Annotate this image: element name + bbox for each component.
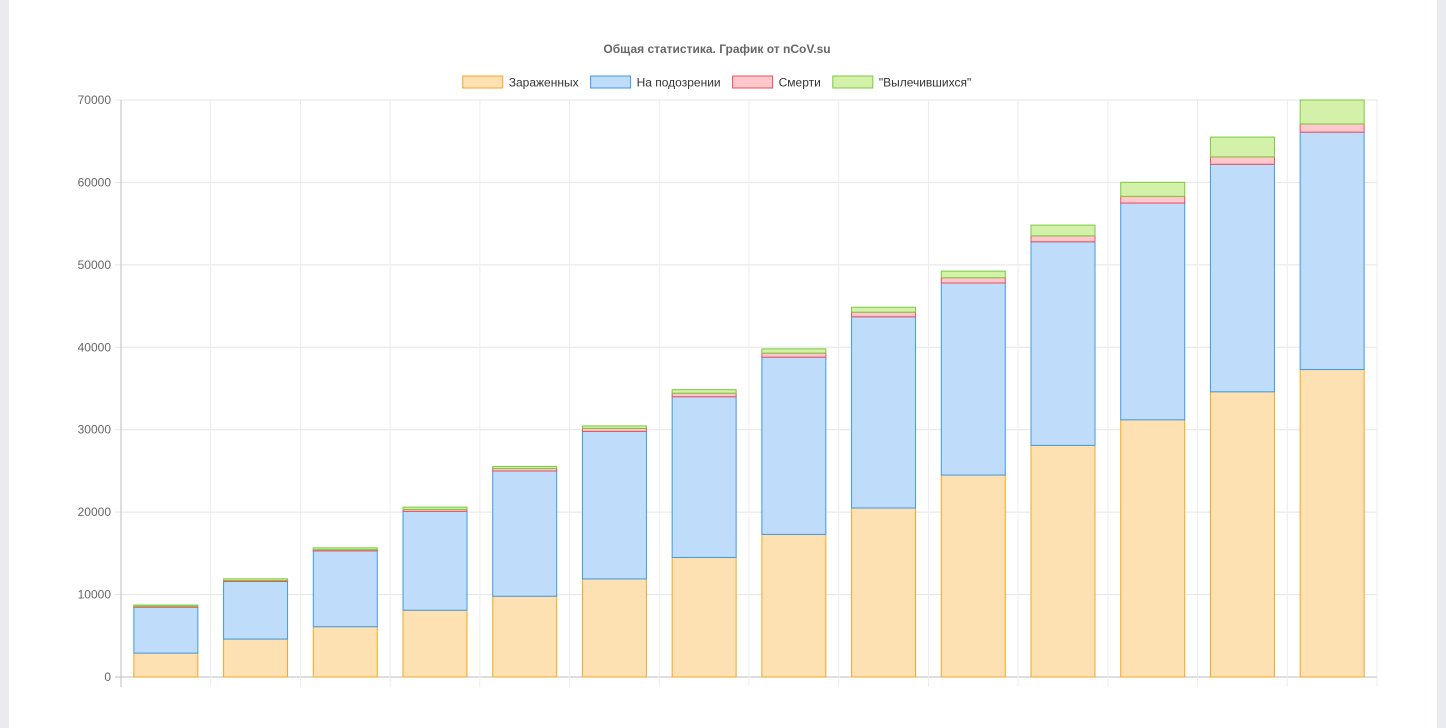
y-tick-label: 0 <box>104 670 111 684</box>
legend-label: Смерти <box>779 76 821 90</box>
bar-stack[interactable] <box>940 270 1006 678</box>
bar-stack[interactable] <box>671 389 737 678</box>
legend-swatch <box>462 75 504 89</box>
legend-swatch <box>832 75 874 89</box>
legend-item[interactable]: На подозрении <box>590 75 721 90</box>
bar-segment-series-0[interactable] <box>581 578 647 678</box>
bar-segment-series-3[interactable] <box>940 270 1006 279</box>
y-tick-label: 10000 <box>78 588 112 602</box>
bar-segment-series-3[interactable] <box>671 389 737 394</box>
bar-segment-series-1[interactable] <box>402 510 468 611</box>
bar-segment-series-2[interactable] <box>761 352 827 358</box>
bar-segment-series-1[interactable] <box>492 470 558 597</box>
bar-segment-series-2[interactable] <box>1120 195 1186 204</box>
bar-segment-series-0[interactable] <box>312 626 378 678</box>
bar-stack[interactable] <box>761 348 827 678</box>
bar-segment-series-3[interactable] <box>223 578 289 581</box>
bar-segment-series-3[interactable] <box>1209 136 1275 158</box>
bar-segment-series-2[interactable] <box>851 311 917 318</box>
bar-segment-series-1[interactable] <box>223 580 289 640</box>
bar-segment-series-0[interactable] <box>223 638 289 678</box>
bar-segment-series-2[interactable] <box>1209 156 1275 165</box>
bar-stack[interactable] <box>312 547 378 678</box>
legend-swatch <box>590 75 632 89</box>
bar-segment-series-2[interactable] <box>940 277 1006 284</box>
bar-stack[interactable] <box>402 506 468 678</box>
bar-segment-series-3[interactable] <box>581 425 647 429</box>
bar-stack[interactable] <box>1209 136 1275 678</box>
y-tick-label: 50000 <box>78 258 112 272</box>
legend-item[interactable]: Зараженных <box>462 75 579 90</box>
legend-label: Зараженных <box>509 76 579 90</box>
bar-segment-series-1[interactable] <box>761 356 827 535</box>
bar-segment-series-3[interactable] <box>402 506 468 510</box>
bar-stack[interactable] <box>223 578 289 678</box>
legend-swatch <box>732 75 774 89</box>
bar-segment-series-1[interactable] <box>133 606 199 654</box>
grid-lines <box>115 99 1378 687</box>
bar-segment-series-1[interactable] <box>581 430 647 580</box>
bar-stack[interactable] <box>1120 181 1186 678</box>
bar-segment-series-0[interactable] <box>761 533 827 678</box>
y-tick-label: 60000 <box>78 175 112 189</box>
bar-segment-series-0[interactable] <box>133 652 199 678</box>
bar-segment-series-0[interactable] <box>492 595 558 678</box>
bar-stack[interactable] <box>581 425 647 678</box>
bar-stack[interactable] <box>133 604 199 678</box>
bar-segment-series-3[interactable] <box>761 348 827 354</box>
bar-segment-series-0[interactable] <box>1209 391 1275 678</box>
bar-segment-series-2[interactable] <box>671 392 737 398</box>
y-tick-label: 30000 <box>78 423 112 437</box>
bar-segment-series-3[interactable] <box>1120 181 1186 197</box>
chart-panel: Общая статистика. График от nCoV.su 0 100… <box>9 0 1437 728</box>
bar-stack[interactable] <box>851 306 917 678</box>
legend-item[interactable]: Смерти <box>732 75 821 90</box>
bar-segment-series-0[interactable] <box>851 507 917 678</box>
bar-segment-series-0[interactable] <box>671 556 737 678</box>
bar-segment-series-0[interactable] <box>940 474 1006 678</box>
bar-segment-series-1[interactable] <box>940 282 1006 476</box>
bar-segment-series-1[interactable] <box>1299 131 1365 371</box>
bar-stack[interactable] <box>492 465 558 678</box>
y-tick-label: 40000 <box>78 340 112 354</box>
bar-segment-series-0[interactable] <box>1030 444 1096 678</box>
bar-segment-series-1[interactable] <box>1209 163 1275 393</box>
bar-segment-series-2[interactable] <box>1030 235 1096 243</box>
y-axis: 0 10000 20000 30000 40000 50000 60000 70000 <box>78 93 112 684</box>
bar-segment-series-3[interactable] <box>312 547 378 551</box>
bar-segment-series-3[interactable] <box>133 604 199 607</box>
bar-stack[interactable] <box>1299 99 1365 678</box>
legend[interactable]: Зараженных На подозрении Смерти "Вылечивших… <box>462 75 972 90</box>
legend-label: На подозрении <box>637 76 721 90</box>
bar-segment-series-1[interactable] <box>851 316 917 509</box>
stacked-bar-chart: Общая статистика. График от nCoV.su 0 100… <box>78 42 1378 687</box>
bar-segment-series-3[interactable] <box>1030 224 1096 237</box>
bars <box>133 99 1365 678</box>
bar-segment-series-0[interactable] <box>402 609 468 678</box>
bar-segment-series-1[interactable] <box>312 550 378 628</box>
chart-title: Общая статистика. График от nCoV.su <box>603 42 830 56</box>
bar-segment-series-2[interactable] <box>1299 123 1365 133</box>
bar-segment-series-1[interactable] <box>1030 241 1096 446</box>
y-tick-label: 20000 <box>78 505 112 519</box>
legend-label: "Вылечившихся" <box>879 76 971 90</box>
legend-item[interactable]: "Вылечившихся" <box>832 75 971 90</box>
y-tick-label: 70000 <box>78 93 112 107</box>
bar-segment-series-0[interactable] <box>1299 369 1365 678</box>
bar-stack[interactable] <box>1030 224 1096 678</box>
bar-segment-series-1[interactable] <box>671 396 737 558</box>
bar-segment-series-3[interactable] <box>1299 99 1365 125</box>
bar-segment-series-0[interactable] <box>1120 419 1186 678</box>
bar-segment-series-1[interactable] <box>1120 202 1186 421</box>
bar-segment-series-3[interactable] <box>851 306 917 313</box>
bar-segment-series-3[interactable] <box>492 465 558 469</box>
